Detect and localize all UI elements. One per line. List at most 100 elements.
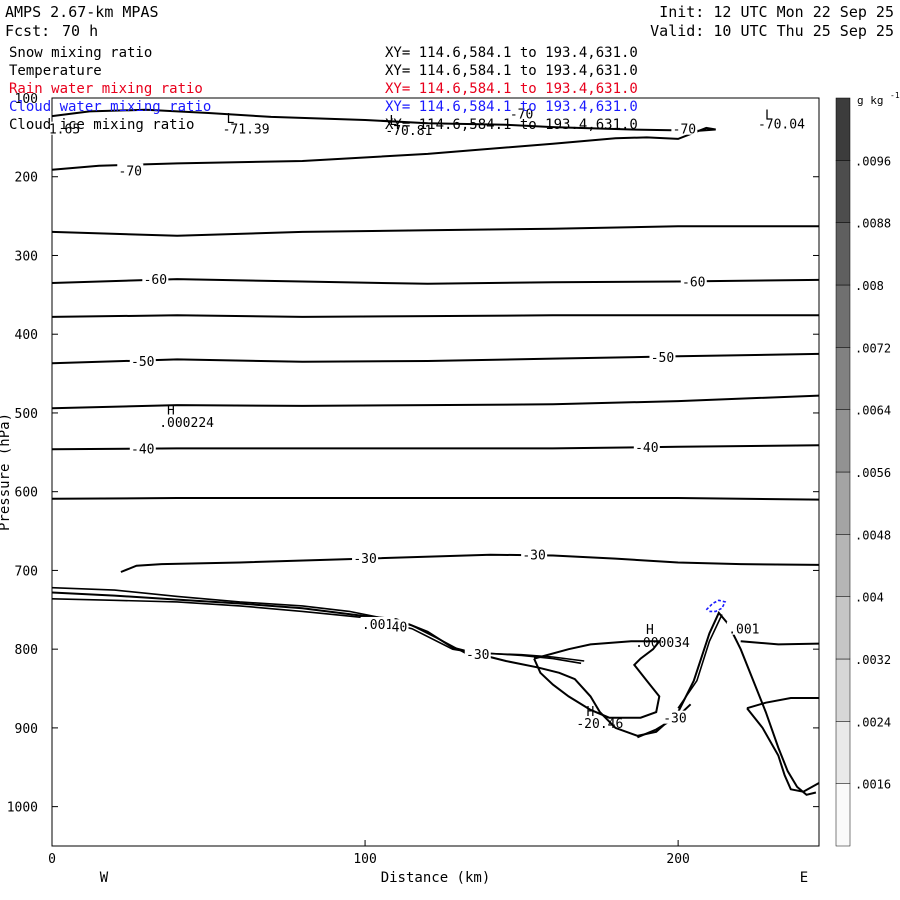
y-tick-label: 400	[15, 328, 38, 343]
contour-label: -50	[131, 355, 154, 370]
legend-field-xy: XY= 114.6,584.1 to 193.4,631.0	[385, 45, 638, 61]
y-tick-label: 500	[15, 407, 38, 422]
colorbar-cell	[835, 347, 851, 410]
contour-label-bg	[649, 350, 676, 364]
temperature-contour	[51, 444, 820, 451]
contour-label: 1.65	[49, 123, 80, 138]
y-tick-label: 800	[15, 643, 38, 658]
extremum-value: .000224	[159, 416, 214, 431]
colorbar: .0016 .0024 .0032 .004 .0048 .0056 .0064 .0072.…	[835, 91, 900, 847]
extremum-mark: L	[389, 114, 397, 129]
colorbar-cell	[835, 97, 851, 161]
colorbar-cell	[835, 409, 851, 473]
extrema-layer: L-71.39L-70.81L-70.04H.000224H.000034H-2…	[159, 108, 805, 732]
contour-label-bg	[129, 441, 156, 455]
contour-label: -30	[522, 549, 545, 564]
contour-label-bg	[117, 163, 144, 177]
y-tick-label: 600	[15, 486, 38, 501]
legend-field-xy: XY= 114.6,584.1 to 193.4,631.0	[385, 63, 638, 79]
extremum-mark: H	[167, 404, 175, 419]
extremum-mark: H	[646, 623, 654, 638]
colorbar-cell	[835, 160, 851, 223]
legend-field-xy: XY= 114.6,584.1 to 193.4,631.0	[385, 99, 638, 115]
terrain-line	[51, 591, 817, 796]
colorbar-cell	[835, 471, 851, 535]
contour-label-bg	[726, 621, 761, 635]
contour-label-layer: -70 -70 -70 -60 -60 -50 -50 -40 -40 -30 -30 -30 -30.…	[47, 106, 761, 727]
y-tick-label: 100	[15, 92, 38, 107]
colorbar-label: .0056	[855, 466, 891, 480]
contour-label: -30	[353, 552, 376, 567]
contour-label: -70	[119, 164, 142, 179]
contour-label: -40	[131, 442, 154, 457]
contour-label-bg	[390, 619, 409, 633]
colorbar-cell	[835, 222, 851, 286]
model-title: AMPS 2.67-km MPAS	[5, 3, 159, 21]
contour-label-bg	[671, 121, 698, 135]
terrain-layer	[51, 586, 817, 796]
y-axis-label: Pressure (hPa)	[0, 413, 13, 531]
colorbar-cell	[835, 721, 851, 784]
legend-field-name: Cloud ice mixing ratio	[9, 117, 195, 133]
contour-label: -70	[510, 108, 533, 123]
y-tick-label: 700	[15, 564, 38, 579]
colorbar-label: .0096	[855, 154, 891, 168]
contour-label-bg	[633, 439, 660, 453]
colorbar-label: .008	[855, 279, 884, 293]
cloud-water-contour	[705, 599, 727, 613]
colorbar-label: .004	[855, 591, 884, 605]
colorbar-cell	[835, 783, 851, 847]
extremum-value: .000034	[635, 636, 690, 651]
y-tick-label: 200	[15, 171, 38, 186]
temperature-contour	[51, 394, 820, 410]
forecast-hour: 70 h	[62, 22, 99, 40]
legend-field-xy: XY= 114.6,584.1 to 193.4,631.0	[385, 117, 638, 133]
colorbar-cell	[835, 534, 851, 597]
contour-layer	[51, 108, 820, 793]
contour-label-bg	[680, 274, 707, 288]
east-label: E	[800, 870, 808, 886]
temperature-contour	[746, 697, 819, 710]
x-tick-label: 200	[666, 852, 689, 867]
legend-field-name: Snow mixing ratio	[9, 45, 153, 61]
legend-field-name: Rain water mixing ratio	[9, 81, 203, 97]
temperature-contour	[740, 640, 820, 646]
axis-layer: 100 200 300 400 500 600 700 800 900 1000 0 100 200 Di…	[0, 92, 819, 886]
cloud-water-layer	[705, 599, 727, 613]
colorbar-label: .0016	[855, 778, 891, 792]
colorbar-cell	[835, 284, 851, 348]
colorbar-label: .0088	[855, 217, 891, 231]
contour-label-bg	[508, 106, 535, 120]
plot-frame	[51, 97, 820, 847]
extremum-mark: L	[765, 108, 773, 123]
y-tick-label: 900	[15, 722, 38, 737]
colorbar-label: .0064	[855, 404, 891, 418]
legend-field-name: Cloud water mixing ratio	[9, 99, 212, 115]
contour-label: -30	[663, 712, 686, 727]
contour-label: .001	[362, 618, 393, 633]
y-tick-label: 300	[15, 249, 38, 264]
colorbar-label: .0032	[855, 653, 891, 667]
temperature-contour	[746, 707, 820, 793]
contour-label-bg	[129, 353, 156, 367]
colorbar-unit: g kg	[857, 94, 884, 107]
contour-label-bg	[464, 646, 491, 660]
contour-label: -50	[651, 351, 674, 366]
extremum-value: -71.39	[223, 122, 270, 137]
contour-label: -60	[144, 273, 167, 288]
contour-label-bg	[661, 710, 688, 724]
contour-label: .001	[728, 623, 759, 638]
x-tick-label: 0	[48, 852, 56, 867]
temperature-contour	[51, 497, 820, 501]
extremum-value: -70.81	[385, 124, 432, 139]
x-tick-label: 100	[353, 852, 376, 867]
temperature-contour	[120, 553, 820, 573]
contour-label: -60	[682, 275, 705, 290]
init-time: Init: 12 UTC Mon 22 Sep 25	[659, 3, 894, 21]
temperature-contour	[533, 640, 662, 719]
contour-label-bg	[352, 550, 379, 564]
x-axis-label: Distance (km)	[381, 870, 491, 886]
colorbar-label: .0048	[855, 528, 891, 542]
colorbar-label: .0024	[855, 715, 891, 729]
